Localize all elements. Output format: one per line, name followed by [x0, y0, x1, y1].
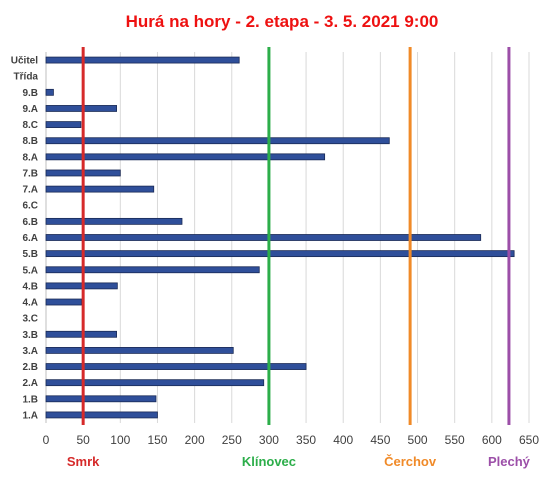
reference-line-label: Smrk — [67, 454, 100, 469]
bar — [45, 121, 82, 128]
x-tick-label: 600 — [482, 433, 502, 447]
category-label: 3.C — [22, 314, 38, 325]
bar — [45, 266, 260, 274]
category-label: 9.A — [22, 104, 38, 115]
category-label: 5.B — [22, 249, 38, 260]
bar — [45, 153, 326, 161]
category-label: 5.A — [22, 265, 38, 276]
x-tick-label: 200 — [185, 433, 205, 447]
category-label: 8.A — [22, 152, 38, 163]
x-tick-label: 0 — [43, 433, 50, 447]
category-label: 6.C — [22, 201, 38, 212]
bar — [45, 330, 117, 338]
category-label: 8.B — [22, 136, 38, 147]
category-label: 6.B — [22, 217, 38, 228]
category-label: 9.B — [22, 88, 38, 99]
category-label: 4.A — [22, 298, 38, 309]
category-label: 7.B — [22, 168, 38, 179]
category-labels: Učitel Třída 9.B 9.A 8.C 8.B 8.A 7.B 7.A 6.C 6.B 6.… — [11, 56, 39, 422]
category-label: Třída — [14, 72, 39, 83]
x-tick-label: 350 — [296, 433, 316, 447]
x-tick-label: 550 — [445, 433, 465, 447]
bar — [45, 347, 234, 354]
x-tick-label: 400 — [333, 433, 353, 447]
x-tick-label: 250 — [222, 433, 242, 447]
category-label: 2.A — [22, 378, 38, 389]
bars — [45, 56, 515, 419]
bar — [45, 56, 240, 64]
category-label: 7.A — [22, 185, 38, 196]
category-label: 8.C — [22, 120, 38, 131]
x-tick-label: 50 — [76, 433, 90, 447]
category-label: 3.A — [22, 346, 38, 357]
x-tick-label: 100 — [110, 433, 130, 447]
x-tick-label: 300 — [259, 433, 279, 447]
category-label: 1.B — [22, 394, 38, 405]
category-label: Učitel — [11, 56, 38, 67]
reference-line-label: Čerchov — [384, 454, 437, 469]
bar — [45, 217, 183, 225]
category-label: 4.B — [22, 281, 38, 292]
category-label: 2.B — [22, 362, 38, 373]
bar — [45, 185, 155, 193]
bar — [45, 137, 390, 145]
bar — [45, 298, 83, 306]
bar — [45, 363, 307, 370]
chart-title: Hurá na hory - 2. etapa - 3. 5. 2021 9:0… — [126, 12, 439, 31]
x-tick-label: 500 — [408, 433, 428, 447]
bar — [45, 379, 265, 387]
bar — [45, 395, 157, 403]
bar — [45, 250, 515, 258]
reference-line-label: Plechý — [488, 454, 531, 469]
bar — [45, 105, 117, 112]
x-tick-label: 450 — [370, 433, 390, 447]
reference-line-label: Klínovec — [242, 454, 296, 469]
category-label: 3.B — [22, 330, 38, 341]
bar — [45, 234, 482, 241]
x-tick-labels: 0 50 100 150 200 250 300 350 400 450 500 550 600 650 — [43, 433, 540, 447]
category-label: 6.A — [22, 233, 38, 244]
x-tick-label: 650 — [519, 433, 539, 447]
bar — [45, 88, 54, 96]
category-label: 1.A — [22, 410, 38, 421]
reference-lines: Smrk Klínovec Čerchov Plechý — [67, 47, 531, 469]
bar — [45, 411, 158, 419]
x-tick-label: 150 — [147, 433, 167, 447]
